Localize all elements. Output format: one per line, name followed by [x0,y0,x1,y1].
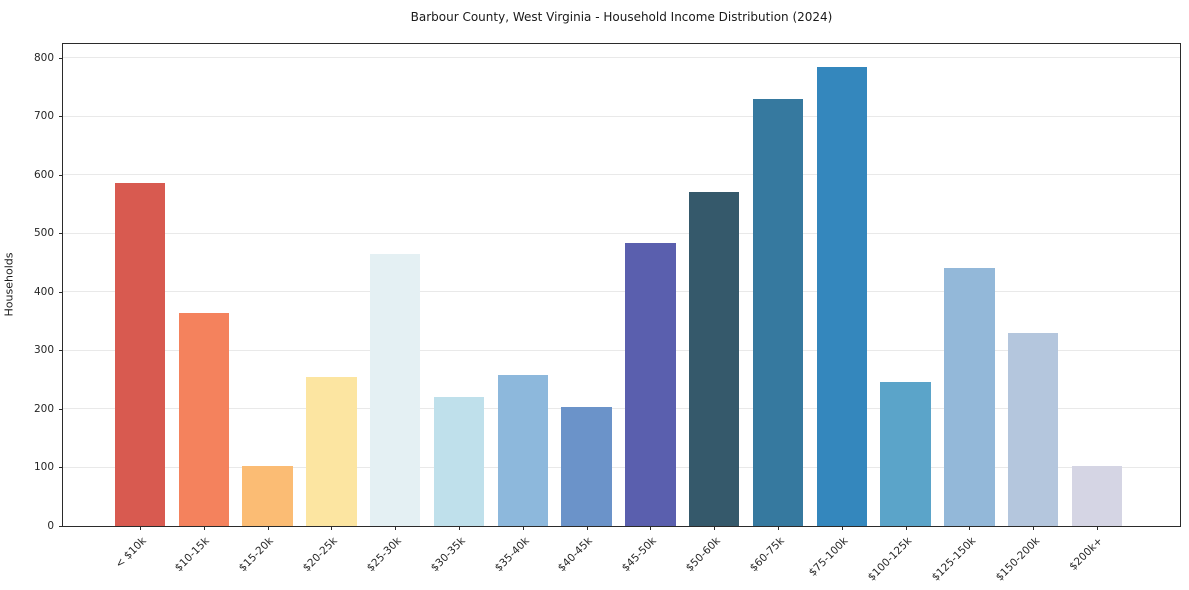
x-tick-label-6: $35-40k [492,535,532,575]
gridline-y-500 [63,232,1180,234]
bars-layer: < $10k $10-15k $15-20k $20-25k $25-30k $30-35… [63,44,1180,584]
bar-slot-6: $35-40k [491,44,555,574]
x-tick-mark-7 [586,526,588,530]
bar-$125-150k [944,268,995,526]
bar-$20-25k [306,376,357,526]
x-tick-label-3: $20-25k [300,535,340,575]
y-tick-mark-0 [59,525,63,527]
y-tick-mark-100 [59,467,63,469]
gridline-y-800 [63,57,1180,59]
y-tick-label-400: 400 [33,285,54,298]
bar-slot-13: $125-150k [929,44,1002,584]
x-tick-mark-6 [522,526,524,530]
bar-slot-11: $75-100k [807,44,874,579]
y-tick-label-100: 100 [33,461,54,474]
y-tick-label-0: 0 [47,519,54,532]
x-tick-label-4: $25-30k [364,535,404,575]
bar-slot-9: $50-60k [682,44,746,574]
bar-$200k+ [1071,466,1123,526]
bar-slot-5: $30-35k [427,44,491,574]
bar-$100-125k [880,382,931,526]
x-tick-mark-4 [395,526,397,530]
bar-slot-12: $100-125k [866,44,938,584]
bar-slot-7: $40-45k [555,44,619,574]
bar-$10-15k [178,312,229,526]
y-tick-label-700: 700 [33,110,54,123]
bar-$25-30k [369,254,421,526]
x-tick-label-1: $10-15k [173,535,213,575]
bar-$40-45k [561,407,612,526]
chart-title: Barbour County, West Virginia - Househol… [410,10,833,24]
gridline-y-700 [63,115,1180,117]
x-tick-mark-13 [969,526,971,530]
y-tick-mark-500 [59,233,63,235]
bar-slot-0: < $10k [108,44,172,571]
bar-slot-10: $60-75k [746,44,810,574]
x-tick-label-11: $75-100k [806,535,851,579]
gridline-y-200 [63,408,1180,410]
bar-$50-60k [689,192,740,526]
bar-$60-75k [752,99,804,526]
x-tick-mark-14 [1033,526,1035,530]
x-tick-mark-1 [203,526,205,530]
x-tick-mark-10 [778,526,780,530]
y-tick-mark-300 [59,350,63,352]
bar-slot-3: $20-25k [299,44,363,574]
x-tick-label-13: $125-150k [929,535,978,584]
x-tick-mark-15 [1097,526,1099,530]
y-tick-mark-400 [59,291,63,293]
y-tick-mark-700 [59,116,63,118]
x-tick-mark-0 [139,526,141,530]
plot-area: 0 100 200 300 400 500 600 700 800 < $10k $10-15k $… [34,43,1181,584]
y-tick-label-800: 800 [33,51,54,64]
bar-slot-8: $45-50k [619,44,683,574]
y-tick-mark-800 [59,57,63,59]
bar-slot-14: $150-200k [993,44,1065,584]
x-tick-mark-5 [458,526,460,530]
x-tick-mark-2 [267,526,269,530]
bar-$45-50k [625,242,676,526]
x-tick-label-2: $15-20k [236,535,277,575]
y-tick-mark-600 [59,174,63,176]
bar-$30-35k [433,396,485,526]
gridline-y-600 [63,174,1180,176]
x-tick-label-7: $40-45k [555,535,596,575]
y-axis-label: Households [2,252,16,317]
gridline-y-400 [63,291,1180,293]
x-tick-mark-12 [905,526,907,530]
x-tick-label-14: $150-200k [993,535,1042,584]
x-tick-label-0: < $10k [112,535,149,571]
x-tick-label-8: $45-50k [619,535,659,575]
gridline-y-300 [63,349,1180,351]
y-tick-label-500: 500 [33,227,54,240]
x-tick-mark-3 [331,526,333,530]
gridline-y-100 [63,466,1180,468]
x-tick-label-15: $200k+ [1067,535,1106,573]
bar-slot-2: $15-20k [236,44,300,574]
bar-slot-15: $200k+ [1065,44,1129,573]
x-tick-mark-9 [714,526,716,530]
bar-slot-1: $10-15k [172,44,236,574]
x-tick-label-12: $100-125k [865,535,915,584]
x-tick-mark-8 [650,526,652,530]
bar-$15-20k [242,465,293,526]
y-tick-label-300: 300 [33,344,54,357]
x-tick-label-9: $50-60k [683,535,723,575]
bar-$35-40k [497,375,548,526]
bar-slot-4: $25-30k [363,44,427,574]
bar-$150-200k [1008,333,1059,526]
bar-< $10k [114,182,166,526]
bar-$75-100k [816,67,868,526]
x-tick-mark-11 [841,526,843,530]
y-tick-mark-200 [59,408,63,410]
x-tick-label-5: $30-35k [428,535,468,575]
y-tick-label-600: 600 [33,168,54,181]
y-tick-label-200: 200 [33,402,54,415]
x-tick-label-10: $60-75k [747,535,787,575]
